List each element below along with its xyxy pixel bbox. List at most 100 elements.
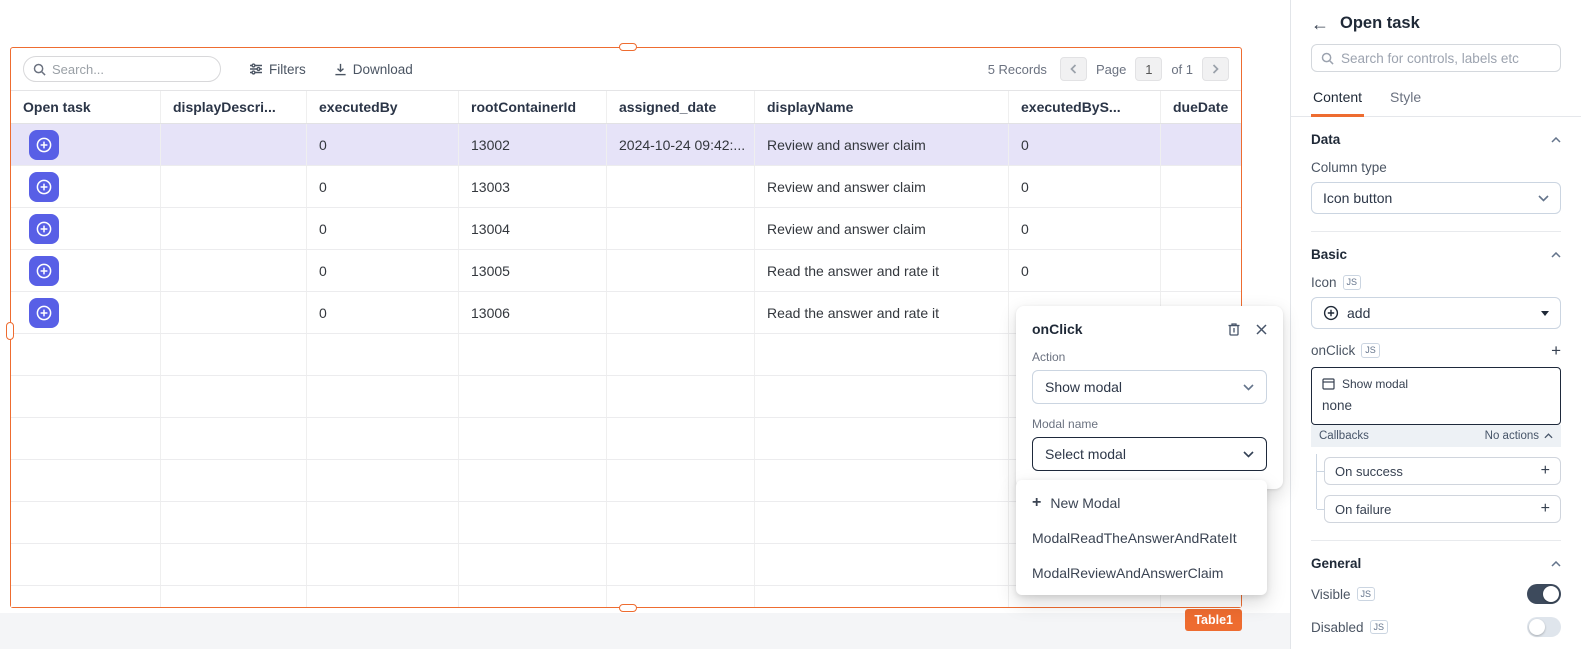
add-icon xyxy=(36,263,52,278)
column-header[interactable]: dueDate xyxy=(1173,99,1229,115)
icon-select[interactable]: add xyxy=(1311,297,1561,329)
table-cell xyxy=(161,292,307,333)
table-cell xyxy=(607,376,755,417)
table-cell xyxy=(307,418,459,459)
table-cell xyxy=(161,376,307,417)
prev-page-button[interactable] xyxy=(1059,57,1087,81)
chevron-up-icon xyxy=(1544,433,1553,439)
on-failure-row[interactable]: On failure + xyxy=(1317,495,1561,523)
chevron-down-icon xyxy=(1538,194,1549,202)
add-action-button[interactable]: + xyxy=(1551,341,1561,360)
table-cell: 13003 xyxy=(459,166,607,207)
table-cell xyxy=(459,334,607,375)
editor-canvas: Table1 Filters Download 5 Records xyxy=(0,43,1290,649)
add-on-success-button[interactable]: + xyxy=(1540,462,1550,479)
column-header[interactable]: displayDescri... xyxy=(161,91,307,123)
on-failure-label: On failure xyxy=(1335,501,1392,517)
modal-name-select[interactable]: Select modal xyxy=(1032,437,1267,471)
plus-icon: + xyxy=(1032,493,1042,511)
table-header: Open task displayDescri... executedBy rootC… xyxy=(11,91,1241,124)
callbacks-status: No actions xyxy=(1484,430,1539,442)
column-header[interactable]: assigned_date xyxy=(607,91,755,123)
js-badge[interactable]: JS xyxy=(1361,343,1380,358)
section-data-header[interactable]: Data xyxy=(1311,132,1561,147)
column-header[interactable]: displayName xyxy=(755,91,1009,123)
column-type-select[interactable]: Icon button xyxy=(1311,182,1561,214)
resize-handle-bottom[interactable] xyxy=(619,604,637,612)
table-row[interactable]: 0 13004 Review and answer claim 0 xyxy=(11,208,1241,250)
visible-row: Visible JS xyxy=(1311,584,1561,604)
resize-handle-top[interactable] xyxy=(619,43,637,51)
disabled-toggle[interactable] xyxy=(1527,617,1561,637)
modal-option-label: ModalReviewAndAnswerClaim xyxy=(1032,564,1224,581)
table-cell xyxy=(161,586,307,607)
modal-option[interactable]: ModalReviewAndAnswerClaim xyxy=(1016,555,1267,590)
on-success-label: On success xyxy=(1335,463,1403,479)
callbacks-tree: On success + On failure + xyxy=(1311,454,1561,523)
js-badge[interactable]: JS xyxy=(1356,586,1376,602)
panel-tabs: Content Style xyxy=(1291,85,1581,117)
delete-action-button[interactable] xyxy=(1227,322,1241,337)
table-search-input[interactable] xyxy=(52,61,211,77)
table-cell xyxy=(11,292,161,333)
section-basic-header[interactable]: Basic xyxy=(1311,247,1561,262)
next-page-button[interactable] xyxy=(1202,57,1229,81)
visible-toggle[interactable] xyxy=(1527,584,1561,604)
open-task-icon-button[interactable] xyxy=(29,297,59,328)
table-cell xyxy=(307,460,459,501)
table-cell: 0 xyxy=(1009,166,1161,207)
table-row[interactable]: 0 13002 2024-10-24 09:42:... Review and ans… xyxy=(11,124,1241,166)
column-type-label: Column type xyxy=(1311,160,1387,175)
new-modal-option[interactable]: + New Modal xyxy=(1016,485,1267,520)
action-select[interactable]: Show modal xyxy=(1032,370,1267,404)
column-header[interactable]: rootContainerId xyxy=(459,91,607,123)
column-header[interactable]: Open task xyxy=(11,91,161,123)
open-task-icon-button[interactable] xyxy=(29,213,59,244)
onclick-popup: onClick Action Show modal Modal name Sel… xyxy=(1016,306,1283,489)
section-general-header[interactable]: General xyxy=(1311,556,1561,571)
table-cell xyxy=(607,544,755,585)
column-header[interactable]: executedByS... xyxy=(1009,91,1161,123)
table-cell xyxy=(11,208,161,249)
widget-name-badge[interactable]: Table1 xyxy=(1185,609,1242,631)
back-arrow-icon[interactable]: ← xyxy=(1311,13,1329,34)
section-basic-title: Basic xyxy=(1311,247,1348,262)
table-row[interactable] xyxy=(11,586,1241,607)
download-button[interactable]: Download xyxy=(334,62,413,77)
table-toolbar: Filters Download 5 Records Page of 1 xyxy=(11,48,1241,91)
resize-handle-left[interactable] xyxy=(6,322,14,340)
table-cell xyxy=(755,586,1009,607)
column-header[interactable]: executedBy xyxy=(307,91,459,123)
table-cell xyxy=(607,418,755,459)
tab-content[interactable]: Content xyxy=(1311,85,1365,117)
visible-label: Visible xyxy=(1311,586,1351,602)
close-popup-button[interactable] xyxy=(1256,323,1267,335)
onclick-label-text: onClick xyxy=(1311,343,1356,358)
table-cell xyxy=(307,544,459,585)
open-task-icon-button[interactable] xyxy=(29,255,59,286)
panel-search-input[interactable] xyxy=(1341,50,1551,66)
panel-search[interactable] xyxy=(1311,44,1561,72)
page-number-input[interactable] xyxy=(1135,57,1163,81)
table-cell xyxy=(755,502,1009,543)
table-search[interactable] xyxy=(23,56,221,82)
js-badge[interactable]: JS xyxy=(1369,619,1389,635)
table-row[interactable]: 0 13005 Read the answer and rate it 0 xyxy=(11,250,1241,292)
table-row[interactable]: 0 13003 Review and answer claim 0 xyxy=(11,166,1241,208)
table-cell xyxy=(161,502,307,543)
open-task-icon-button[interactable] xyxy=(29,129,59,160)
page-label: Page xyxy=(1095,61,1127,77)
add-on-failure-button[interactable]: + xyxy=(1540,500,1550,517)
filters-button[interactable]: Filters xyxy=(249,62,306,77)
chevron-left-icon xyxy=(1070,64,1077,74)
js-badge[interactable]: JS xyxy=(1342,275,1362,290)
modal-option[interactable]: ModalReadTheAnswerAndRateIt xyxy=(1016,520,1267,555)
on-success-row[interactable]: On success + xyxy=(1317,457,1561,485)
open-task-icon-button[interactable] xyxy=(29,171,59,202)
show-modal-action-card[interactable]: Show modal none xyxy=(1311,367,1561,425)
icon-label: Icon JS xyxy=(1311,275,1561,290)
tab-style[interactable]: Style xyxy=(1390,89,1422,105)
property-panel: ← Open task Content Style Data Column ty… xyxy=(1290,0,1581,649)
callbacks-bar[interactable]: Callbacks No actions xyxy=(1311,425,1561,447)
add-icon xyxy=(36,137,52,152)
